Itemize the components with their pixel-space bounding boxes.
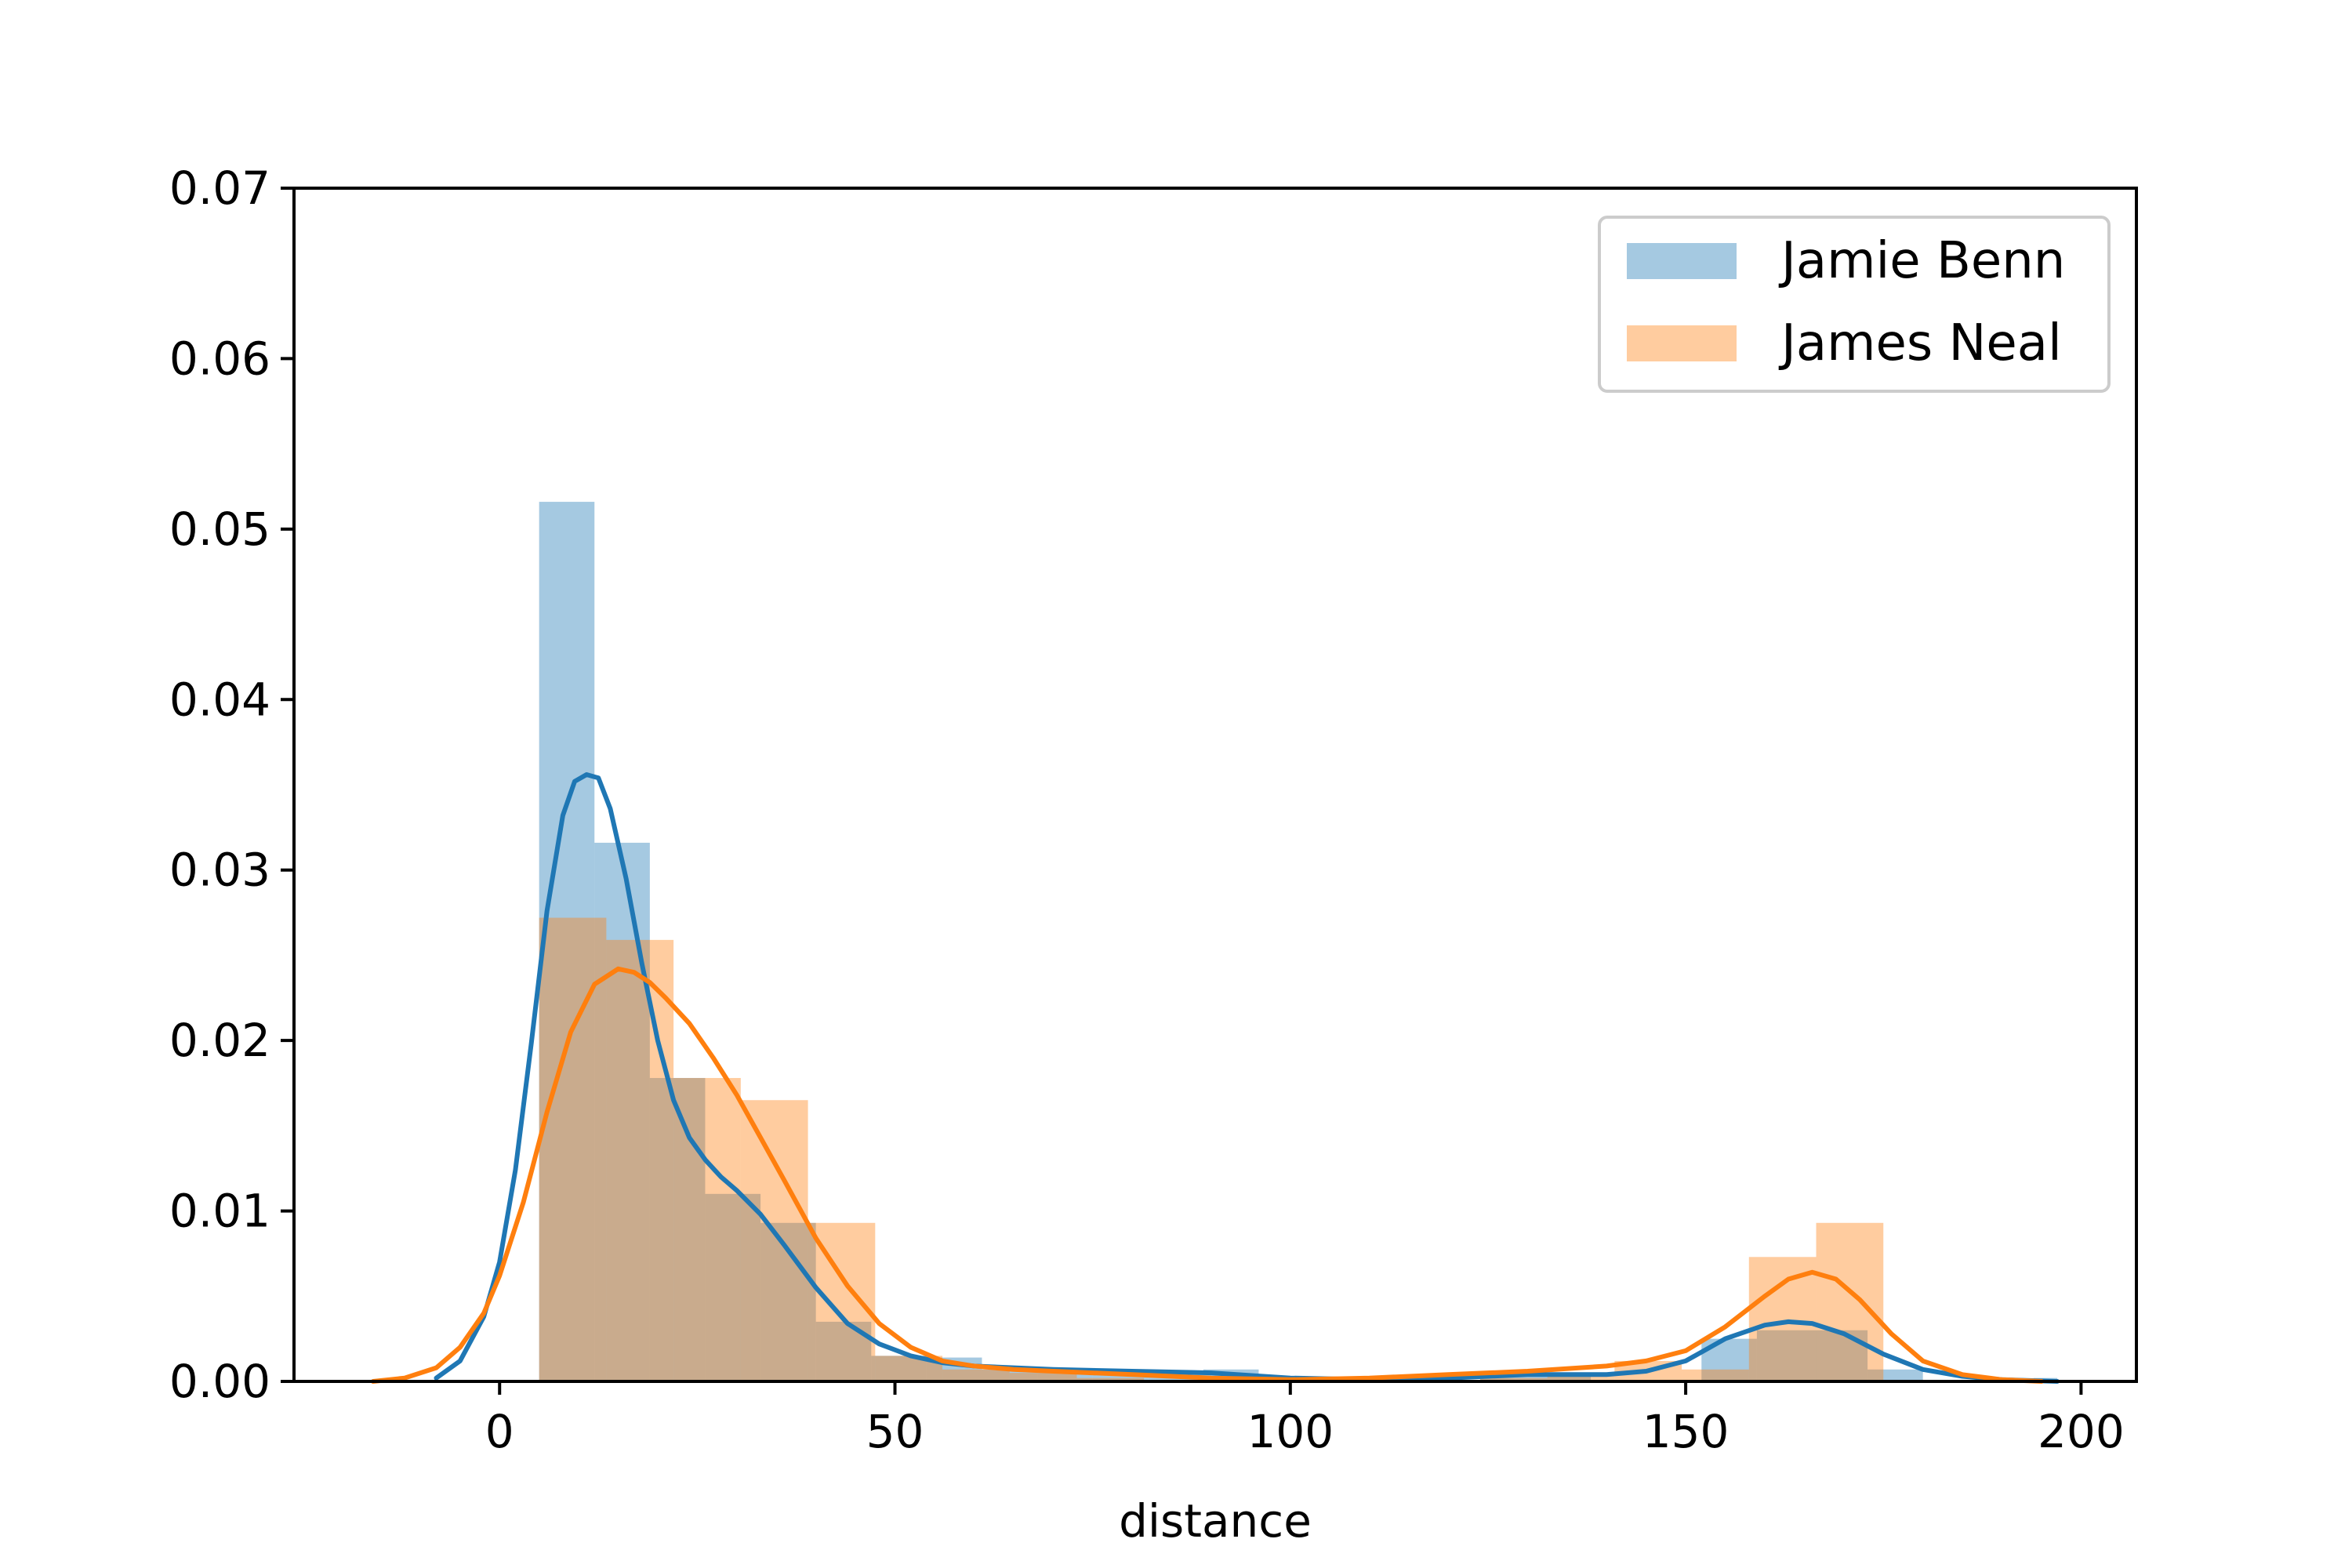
y-tick-label: 0.06 <box>169 332 270 385</box>
legend-label-2: James Neal <box>1778 314 2062 372</box>
hist-bar-2-2 <box>606 939 674 1381</box>
hist-bar-2-19 <box>1748 1257 1817 1381</box>
hist-bar-2-16 <box>1547 1373 1615 1381</box>
x-axis-label: distance <box>1119 1494 1312 1548</box>
hist-bar-1-25 <box>1867 1369 1923 1381</box>
x-tick-label: 150 <box>1642 1405 1730 1458</box>
hist-bar-1-23 <box>1756 1330 1813 1381</box>
hist-bar-2-7 <box>942 1369 1010 1381</box>
bars-layer <box>539 502 2058 1381</box>
legend-swatch-2 <box>1627 325 1737 361</box>
hist-bar-2-4 <box>740 1100 808 1381</box>
x-tick-label: 100 <box>1247 1405 1334 1458</box>
hist-bar-2-18 <box>1682 1369 1749 1381</box>
hist-bar-1-7 <box>871 1356 927 1381</box>
hist-bar-1-9 <box>982 1369 1038 1381</box>
hist-bar-1-3 <box>649 1077 706 1381</box>
x-tick-label: 200 <box>2038 1405 2125 1458</box>
hist-bar-1-4 <box>705 1193 761 1381</box>
y-axis: 0.00 0.01 0.02 0.03 0.04 0.05 0.06 0.07 <box>169 162 294 1408</box>
plot-frame <box>292 187 2138 1383</box>
hist-bar-2-1 <box>539 917 607 1381</box>
legend-swatch-1 <box>1627 243 1737 279</box>
y-tick-label: 0.07 <box>169 162 270 215</box>
legend: Jamie Benn James Neal <box>1598 216 2111 393</box>
hist-bar-2-15 <box>1479 1377 1548 1381</box>
hist-bar-2-8 <box>1009 1373 1077 1381</box>
hist-bar-2-5 <box>808 1222 876 1381</box>
legend-frame <box>1598 216 2111 393</box>
y-tick-label: 0.03 <box>169 844 270 897</box>
y-tick-label: 0.00 <box>169 1355 270 1408</box>
hist-bar-1-2 <box>594 842 650 1381</box>
kde-line-1 <box>434 772 2060 1384</box>
x-axis: 0 50 100 150 200 <box>485 1381 2125 1458</box>
y-tick-label: 0.01 <box>169 1185 270 1238</box>
y-tick-label: 0.02 <box>169 1014 270 1067</box>
kde-layer <box>370 772 2060 1384</box>
hist-bar-2-20 <box>1816 1222 1884 1381</box>
hist-bar-1-19 <box>1535 1373 1592 1381</box>
hist-bar-2-9 <box>1076 1377 1145 1381</box>
y-tick-label: 0.05 <box>169 503 270 556</box>
x-tick-label: 0 <box>485 1405 514 1458</box>
y-tick-label: 0.04 <box>169 673 270 726</box>
kde-line-2 <box>370 966 2044 1384</box>
hist-bar-1-1 <box>539 502 595 1381</box>
legend-label-1: Jamie Benn <box>1778 232 2065 290</box>
x-tick-label: 50 <box>866 1405 924 1458</box>
